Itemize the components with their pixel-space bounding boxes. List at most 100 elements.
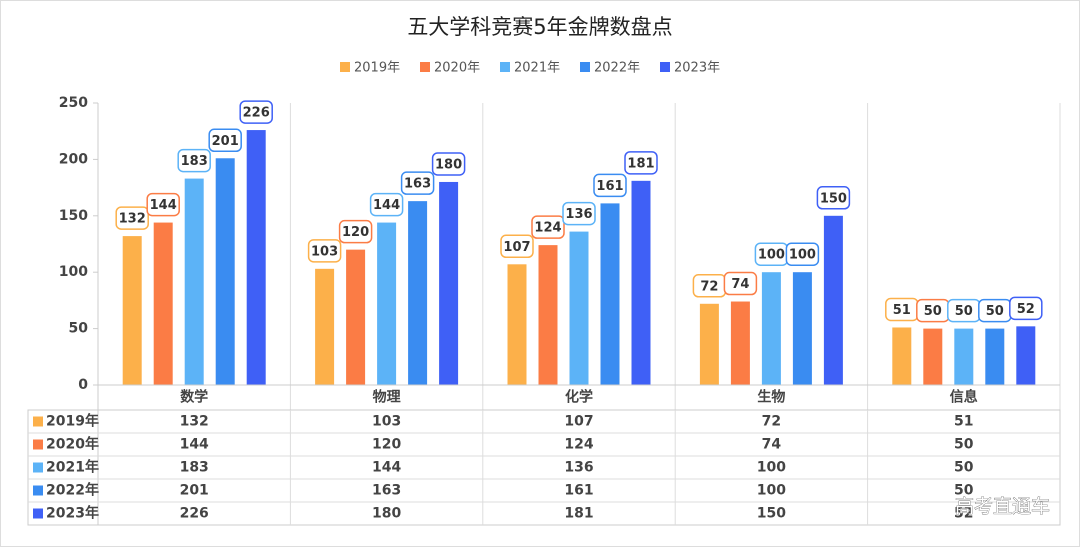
table-cell: 52 <box>954 506 973 522</box>
value-label: 226 <box>243 106 270 121</box>
bar <box>184 178 204 385</box>
bar <box>1016 326 1036 385</box>
bar <box>215 158 235 385</box>
value-label: 103 <box>311 244 338 259</box>
y-tick-label: 100 <box>59 264 88 280</box>
value-label-box <box>785 242 820 266</box>
value-label-box <box>562 201 596 226</box>
x-tick-label: 生物 <box>757 389 785 406</box>
bar <box>631 180 651 385</box>
bar <box>315 268 335 385</box>
value-label: 74 <box>731 277 749 292</box>
table-cell: 150 <box>757 506 786 522</box>
value-label: 150 <box>820 191 847 206</box>
value-label-box <box>816 186 851 210</box>
value-label-box <box>1009 296 1043 321</box>
table-swatch <box>33 485 43 496</box>
value-label: 161 <box>596 179 623 194</box>
legend-label: 2022年 <box>594 61 640 76</box>
legend-swatch <box>420 62 430 72</box>
table-cell: 100 <box>757 460 786 476</box>
value-label: 50 <box>924 304 942 319</box>
value-label: 51 <box>893 303 911 318</box>
legend-swatch <box>340 62 350 72</box>
legend-swatch <box>660 62 670 72</box>
value-label-box <box>593 173 627 198</box>
table-cell: 50 <box>954 483 974 499</box>
bar <box>600 203 620 385</box>
bar <box>985 328 1005 385</box>
value-label: 181 <box>627 156 654 171</box>
value-label: 144 <box>150 198 177 213</box>
value-label-box <box>146 192 180 217</box>
table-cell: 132 <box>180 414 209 430</box>
value-label: 50 <box>986 304 1004 319</box>
table-swatch <box>33 462 43 473</box>
table-swatch <box>33 508 43 519</box>
table-cell: 181 <box>564 506 593 522</box>
bar <box>538 245 558 385</box>
bar <box>346 249 366 385</box>
y-tick-label: 250 <box>59 95 88 111</box>
bar <box>923 328 943 385</box>
table-cell: 161 <box>564 483 593 499</box>
bar <box>954 328 974 385</box>
watermark: 高考直通车 <box>955 496 1050 518</box>
table-cell: 183 <box>180 460 209 476</box>
table-cell: 120 <box>372 437 401 453</box>
value-label-box <box>723 271 758 296</box>
table-cell: 180 <box>372 506 401 522</box>
bar <box>153 222 173 385</box>
table-cell: 72 <box>762 414 781 430</box>
bar <box>439 181 459 385</box>
table-cell: 136 <box>564 460 593 476</box>
table-cell: 74 <box>762 437 782 453</box>
bar <box>823 215 843 385</box>
table-series-label: 2020年 <box>46 436 99 453</box>
legend-label: 2019年 <box>354 61 400 76</box>
value-label: 144 <box>373 198 400 213</box>
bar <box>569 231 589 385</box>
table-cell: 103 <box>372 414 401 430</box>
table-swatch <box>33 439 43 450</box>
value-label-box <box>624 151 658 175</box>
x-tick-label: 物理 <box>373 389 401 406</box>
value-label-box <box>115 206 149 230</box>
y-tick-label: 150 <box>59 208 88 224</box>
value-label-box <box>500 234 534 259</box>
bar <box>408 201 428 385</box>
value-label: 183 <box>181 154 208 169</box>
table-cell: 144 <box>372 460 401 476</box>
value-label-box <box>208 128 242 153</box>
value-label-box <box>431 152 466 176</box>
bar <box>246 130 266 385</box>
table-cell: 50 <box>954 460 974 476</box>
x-tick-label: 信息 <box>950 389 978 406</box>
table-series-label: 2019年 <box>46 413 99 430</box>
y-tick-label: 0 <box>78 377 88 393</box>
bar <box>507 264 527 385</box>
table-series-label: 2021年 <box>46 459 99 476</box>
table-border <box>27 409 1061 526</box>
bar <box>730 301 750 385</box>
x-tick-label: 数学 <box>180 389 208 406</box>
legend-label: 2020年 <box>434 61 480 76</box>
value-label: 132 <box>119 212 146 227</box>
bar <box>122 236 142 385</box>
bar <box>892 327 912 385</box>
legend-swatch <box>580 62 590 72</box>
table-cell: 226 <box>180 506 209 522</box>
value-label-box <box>307 239 342 263</box>
value-label: 52 <box>1017 302 1035 317</box>
value-label-box <box>369 192 404 217</box>
value-label-box <box>531 215 565 239</box>
value-label: 50 <box>955 304 973 319</box>
table-cell: 163 <box>372 483 401 499</box>
y-tick-label: 200 <box>59 151 88 167</box>
legend-swatch <box>500 62 510 72</box>
table-cell: 144 <box>180 437 209 453</box>
value-label-box <box>400 171 435 195</box>
table-cell: 100 <box>757 483 786 499</box>
table-cell: 51 <box>954 414 973 430</box>
